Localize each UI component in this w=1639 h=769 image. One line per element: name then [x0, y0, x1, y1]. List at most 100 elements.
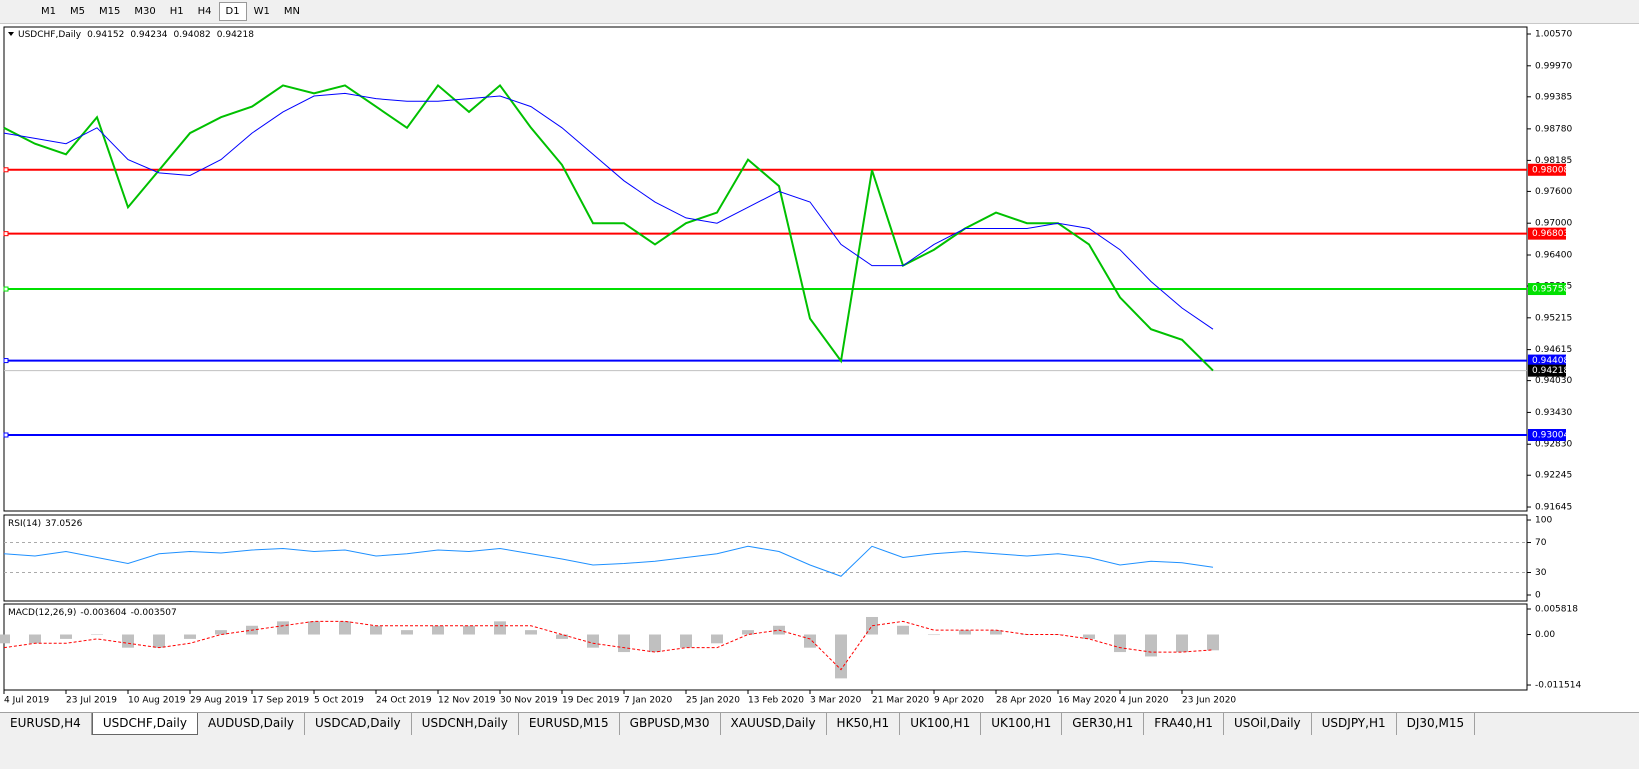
current-price-label: 0.94218: [1532, 366, 1569, 376]
x-tick-label: 10 Aug 2019: [128, 696, 186, 706]
y-tick-label: 0.99970: [1535, 61, 1572, 71]
x-tick-label: 19 Dec 2019: [562, 696, 620, 706]
timeframe-button[interactable]: MN: [283, 6, 300, 17]
level-label: 0.96803: [1532, 229, 1569, 239]
macd-bar: [835, 634, 847, 679]
chart-tab[interactable]: EURUSD,M15: [519, 713, 620, 735]
timeframe-button[interactable]: H4: [197, 6, 212, 17]
x-tick-label: 9 Apr 2020: [934, 696, 984, 706]
chart-tab[interactable]: GER30,H1: [1062, 713, 1145, 735]
macd-bar: [1145, 634, 1157, 657]
macd-bar: [184, 634, 196, 639]
macd-bar: [215, 630, 227, 635]
chart-tab[interactable]: HK50,H1: [827, 713, 901, 735]
level-label: 0.93004: [1532, 430, 1569, 440]
chart-tabs: EURUSD,H4 USDCHF,Daily AUDUSD,Daily USDCAD,…: [0, 712, 1639, 735]
quote-value: 0.94234: [130, 30, 167, 40]
macd-bar: [277, 621, 289, 635]
chart-tab[interactable]: USDCHF,Daily: [91, 713, 198, 735]
macd-bar: [339, 621, 351, 635]
level-label-box: [1528, 428, 1566, 441]
timeframe-button[interactable]: W1: [253, 6, 270, 17]
current-price-box: [1528, 364, 1566, 377]
timeframe-button[interactable]: M5: [70, 6, 85, 17]
y-tick-label: 0.91645: [1535, 503, 1572, 513]
macd-bar: [1207, 634, 1219, 651]
macd-bar: [711, 634, 723, 644]
indicator-header: MACD(12,26,9) -0.003604 -0.003507: [8, 608, 177, 618]
chart-tab[interactable]: EURUSD,H4: [0, 713, 92, 735]
x-tick-label: 28 Apr 2020: [996, 696, 1052, 706]
x-tick-label: 5 Oct 2019: [314, 696, 364, 706]
x-tick-label: 21 Mar 2020: [872, 696, 929, 706]
timeframe-button[interactable]: D1: [218, 2, 247, 21]
x-tick-label: 12 Nov 2019: [438, 696, 496, 706]
macd-bar: [401, 630, 413, 635]
indicator-title: RSI(14): [8, 519, 41, 529]
y-tick-label: 0.93430: [1535, 408, 1572, 418]
indicator-value: 37.0526: [45, 519, 82, 529]
macd-bar: [928, 634, 940, 636]
level-label: 0.98008: [1532, 165, 1569, 175]
y-tick-label: 100: [1535, 516, 1552, 526]
timeframe-button[interactable]: M30: [134, 6, 156, 17]
macd-bar: [0, 634, 10, 644]
y-tick-label: 30: [1535, 568, 1547, 578]
chart-tab[interactable]: AUDUSD,Daily: [198, 713, 306, 735]
y-tick-label: 0.97000: [1535, 219, 1572, 229]
chart-background: [0, 24, 1639, 712]
macd-bar: [432, 625, 444, 635]
panel-frame: [3, 603, 1528, 691]
chart-tab[interactable]: GBPUSD,M30: [620, 713, 721, 735]
chart-tab[interactable]: UK100,H1: [900, 713, 982, 735]
x-tick-label: 7 Jan 2020: [624, 696, 672, 706]
macd-bar: [742, 630, 754, 635]
macd-bar: [308, 621, 320, 635]
panel-frame: [3, 514, 1528, 602]
timeframe-button[interactable]: M15: [99, 6, 121, 17]
macd-bar: [618, 634, 630, 653]
quote-value: 0.94082: [174, 30, 211, 40]
timeframe-button[interactable]: H1: [169, 6, 184, 17]
chart-tab[interactable]: DJ30,M15: [1397, 713, 1476, 735]
x-tick-label: 23 Jul 2019: [66, 696, 117, 706]
quote-value: 0.94218: [217, 30, 254, 40]
indicator-header: RSI(14) 37.0526: [8, 519, 83, 529]
macd-bar: [804, 634, 816, 648]
macd-bar: [122, 634, 134, 648]
level-label-box: [1528, 283, 1566, 296]
y-tick-label: 1.00570: [1535, 29, 1572, 39]
chart-tab[interactable]: USDJPY,H1: [1312, 713, 1397, 735]
chart-tab[interactable]: XAUUSD,Daily: [721, 713, 827, 735]
macd-signal: [3, 620, 1214, 671]
chart-tab[interactable]: FRA40,H1: [1144, 713, 1224, 735]
macd-bar: [153, 634, 165, 648]
indicator-value: -0.003507: [131, 608, 177, 618]
timeframe-button[interactable]: M1: [41, 6, 56, 17]
y-tick-label: 0.92245: [1535, 471, 1572, 481]
level-handle: [3, 286, 9, 292]
macd-bar: [91, 634, 103, 636]
x-tick-label: 3 Mar 2020: [810, 696, 862, 706]
x-tick-label: 16 May 2020: [1058, 696, 1117, 706]
macd-bar: [370, 625, 382, 635]
timeframe-toolbar: M1 M5 M15 M30 H1 H4 D1 W1 MN: [0, 0, 1639, 24]
macd-bar: [60, 634, 72, 639]
macd-bar: [897, 625, 909, 635]
price-line: [3, 83, 1214, 372]
collapse-arrow: [8, 32, 14, 36]
chart-tab[interactable]: USOil,Daily: [1224, 713, 1312, 735]
chart-tab[interactable]: USDCNH,Daily: [412, 713, 519, 735]
chart-tab[interactable]: UK100,H1: [981, 713, 1063, 735]
macd-bar: [29, 634, 41, 644]
chart-tab[interactable]: USDCAD,Daily: [305, 713, 412, 735]
x-tick-label: 25 Jan 2020: [686, 696, 740, 706]
x-tick-label: 23 Jun 2020: [1182, 696, 1236, 706]
macd-bar: [1083, 634, 1095, 639]
y-tick-label: 0.98185: [1535, 156, 1572, 166]
macd-bar: [866, 616, 878, 635]
x-tick-label: 4 Jul 2019: [4, 696, 49, 706]
macd-bar: [525, 630, 537, 635]
macd-bar: [1176, 634, 1188, 653]
